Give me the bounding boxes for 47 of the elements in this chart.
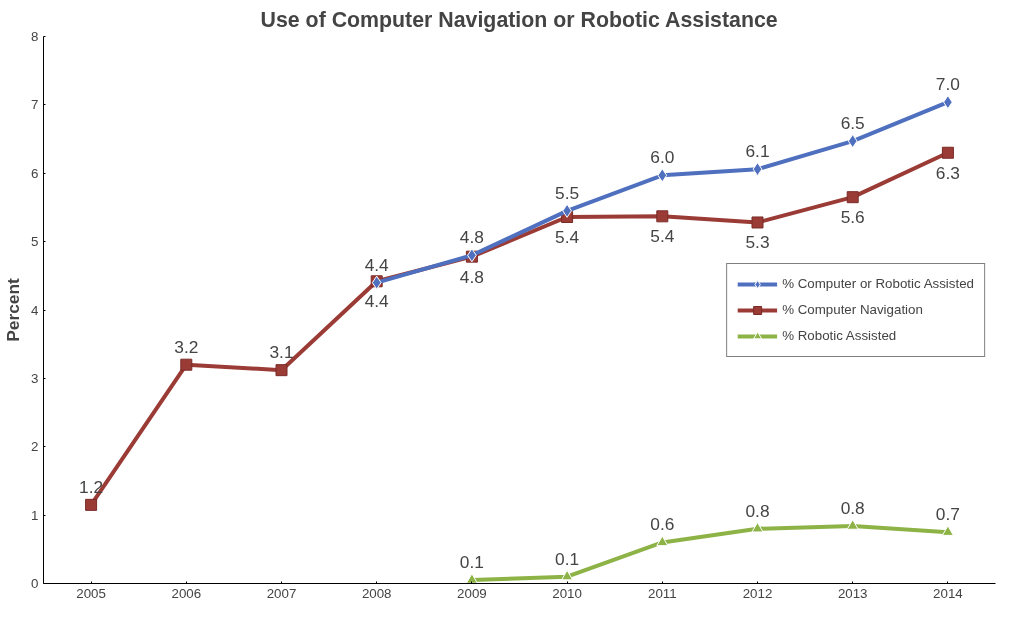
legend-label: % Robotic Assisted [782,328,897,343]
data-label: 4.8 [459,227,484,248]
data-label: 6.0 [650,147,675,168]
y-tick-label: 3 [31,370,39,386]
data-label: 5.5 [555,182,580,203]
y-tick-label: 2 [31,439,39,455]
data-label: 0.1 [459,552,484,573]
legend-label: % Computer Navigation [782,302,923,317]
x-tick-label: 2014 [933,585,964,601]
x-tick-label: 2013 [837,585,868,601]
x-tick-label: 2007 [266,585,297,601]
x-tick-label: 2005 [76,585,106,601]
chart-title: Use of Computer Navigation or Robotic Assistance [260,7,778,32]
data-label: 0.1 [555,548,580,569]
x-tick-label: 2010 [552,585,582,601]
y-tick-label: 5 [31,234,39,250]
data-label: 0.6 [650,514,675,535]
data-label: 7.0 [935,74,960,95]
y-tick-label: 1 [31,507,39,523]
data-label: 3.2 [174,336,199,357]
data-label: 4.4 [364,254,390,275]
y-tick-label: 0 [31,576,39,591]
data-label: 0.8 [745,500,770,521]
x-tick-label: 2009 [457,585,487,601]
y-tick-label: 8 [31,29,39,44]
data-label: 5.6 [840,207,865,228]
y-tick-label: 6 [31,165,39,181]
data-label: 1.2 [79,476,104,497]
x-tick-label: 2011 [647,585,677,601]
data-label: 3.1 [269,342,294,363]
data-label: 0.8 [840,498,865,519]
x-tick-label: 2008 [361,585,392,601]
legend-label: % Computer or Robotic Assisted [782,276,974,291]
data-label: 4.4 [364,291,390,312]
x-tick-label: 2006 [171,585,202,601]
y-axis-title: Percent [3,277,24,342]
data-label: 5.4 [555,227,580,248]
data-label: 6.1 [745,141,770,162]
data-label: 6.3 [935,162,960,183]
data-label: 4.8 [459,266,484,287]
y-tick-label: 4 [31,302,40,318]
y-tick-label: 7 [31,97,39,113]
data-label: 5.3 [745,232,770,253]
data-label: 6.5 [840,113,865,134]
data-label: 0.7 [935,504,960,525]
data-label: 5.4 [650,226,675,247]
x-tick-label: 2012 [742,585,773,601]
